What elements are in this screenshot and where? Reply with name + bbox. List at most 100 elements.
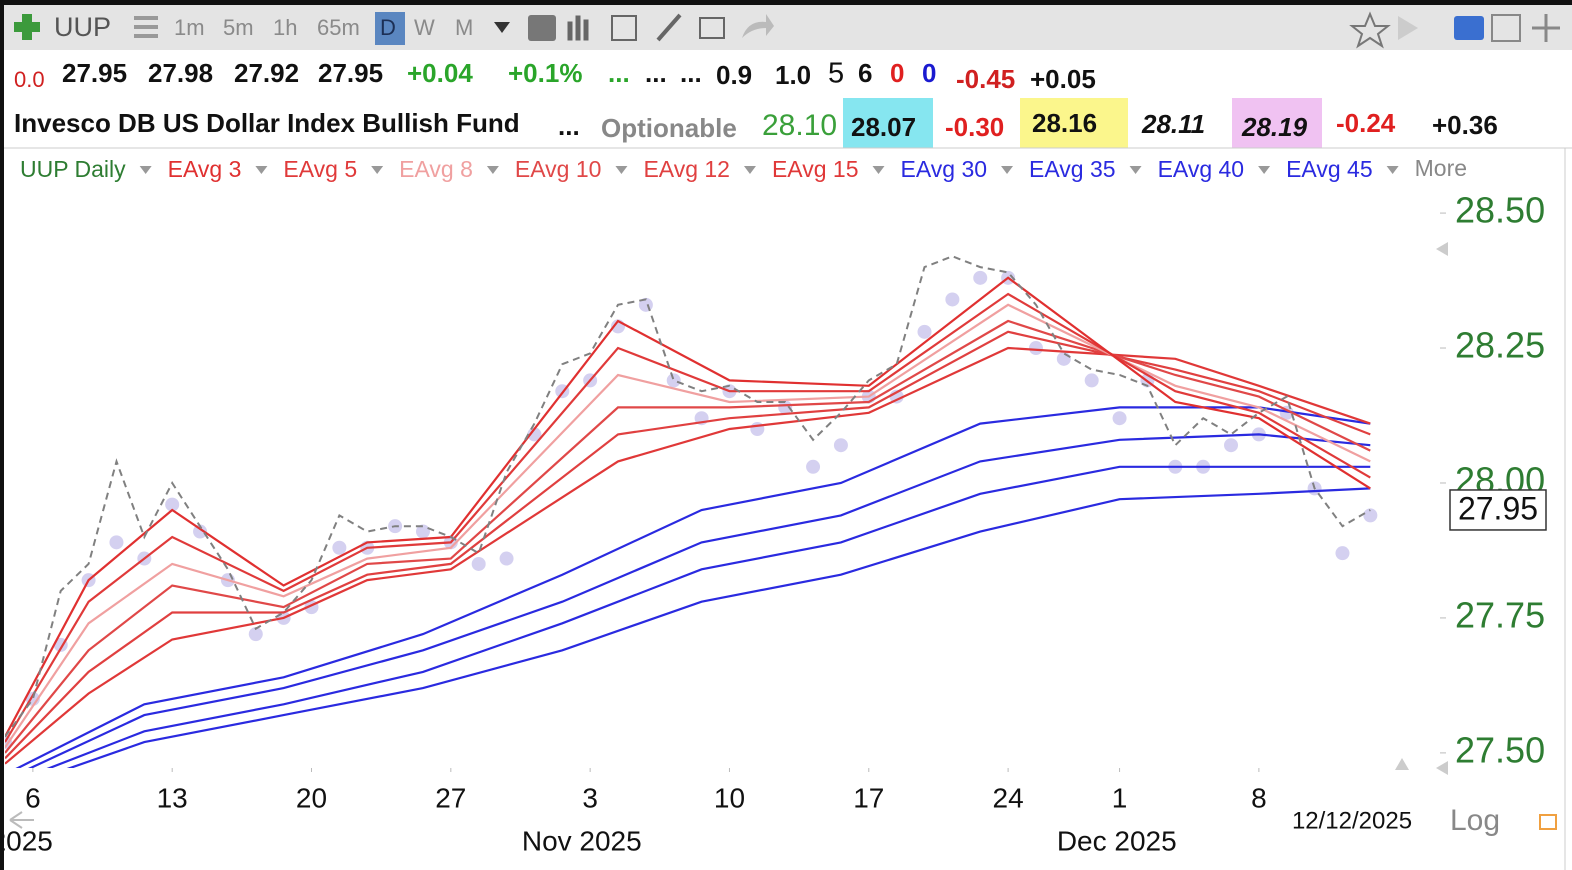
right-icons[interactable] [1349, 11, 1560, 49]
quote-value: 27.92 [234, 58, 299, 88]
quote-value: ... [558, 111, 580, 141]
quote-row-2: Invesco DB US Dollar Index Bullish Fund … [14, 98, 1498, 148]
quote-value: +0.04 [407, 58, 473, 88]
last-price-box [1449, 489, 1547, 531]
add-button[interactable] [14, 14, 40, 40]
price-dot [778, 400, 793, 415]
timeframe[interactable]: 1h [273, 15, 297, 40]
highlight [1020, 98, 1128, 148]
x-tick-label: 1 [1112, 782, 1128, 813]
legend-entry[interactable]: EAvg 35 [1029, 156, 1116, 182]
quote-value: +0.36 [1432, 110, 1498, 140]
x-tick-label: 13 [157, 782, 188, 813]
legend-menu[interactable] [615, 166, 628, 174]
x-tick-label: 27 [435, 782, 466, 813]
quote-value: 1.0 [775, 60, 811, 90]
x-tick-label: 17 [853, 782, 884, 813]
month-label: Dec 2025 [1057, 825, 1177, 856]
quote-value: 27.95 [62, 58, 127, 88]
timeframe[interactable]: 5m [223, 15, 254, 40]
quote-value: 0 [890, 58, 904, 88]
list-icon[interactable] [134, 16, 158, 38]
legend-menu[interactable] [1258, 166, 1271, 174]
date-label: 12/12/2025 [1292, 807, 1412, 834]
quote-value: 0.0 [14, 67, 45, 92]
corner-icon[interactable] [1539, 814, 1557, 830]
legend-menu[interactable] [872, 166, 885, 174]
price-dot [1056, 351, 1071, 366]
instrument-name: Invesco DB US Dollar Index Bullish Fund [14, 108, 520, 138]
optionable: Optionable [601, 113, 737, 143]
x-tick-label: 24 [993, 782, 1024, 813]
legend-entry[interactable]: EAvg 12 [643, 156, 730, 182]
price-dot [973, 270, 988, 285]
legend-menu[interactable] [139, 166, 152, 174]
scroll-marker [1436, 242, 1448, 256]
price-dot [471, 556, 486, 571]
legend-menu[interactable] [1001, 166, 1014, 174]
quote-value: -0.24 [1336, 108, 1396, 138]
quote-value: ... [608, 58, 630, 88]
left-border [0, 0, 4, 870]
quote-value: 6 [858, 58, 872, 88]
price-dot [332, 540, 347, 555]
legend-entry[interactable]: EAvg 15 [772, 156, 859, 182]
timeframe[interactable]: D [380, 15, 396, 40]
pan-icon[interactable] [9, 811, 34, 829]
x-tick-label: 20 [296, 782, 327, 813]
timeframe[interactable]: M [455, 15, 473, 40]
scroll-marker [1436, 761, 1448, 775]
legend-entry[interactable]: EAvg 10 [515, 156, 602, 182]
price-dot [1028, 341, 1043, 356]
legend-menu[interactable] [486, 166, 499, 174]
quote-value: 28.11 [1141, 109, 1205, 139]
legend-entry[interactable]: EAvg 3 [168, 156, 242, 182]
legend-menu[interactable] [255, 166, 268, 174]
quote-value: 28.16 [1032, 108, 1097, 138]
price-dot [1363, 508, 1378, 523]
series-line [15, 406, 1371, 768]
quote-value: 28.19 [1241, 112, 1308, 142]
legend-menu[interactable] [743, 166, 756, 174]
legend: UUP Daily EAvg 3 EAvg 5 EAvg 8 EAvg 10 EAvg 1… [20, 155, 1467, 182]
quote-value: +0.05 [1030, 64, 1096, 94]
quote-value: ... [680, 58, 702, 88]
legend-menu[interactable] [1129, 166, 1142, 174]
y-tick-label: 28.25 [1455, 325, 1545, 366]
price-dot [1224, 438, 1239, 453]
legend-entry[interactable]: EAvg 5 [283, 156, 357, 182]
legend-more[interactable]: More [1415, 155, 1467, 181]
price-dot [109, 535, 124, 550]
legend-entry[interactable]: EAvg 40 [1158, 156, 1245, 182]
series-line [5, 330, 1371, 760]
quote-value: 28.10 [762, 109, 837, 142]
log-toggle[interactable]: Log [1450, 804, 1500, 837]
tool-icons[interactable] [528, 13, 774, 42]
legend-menu[interactable] [1386, 166, 1399, 174]
timeframe[interactable]: 65m [317, 15, 360, 40]
legend-entry[interactable]: EAvg 45 [1286, 156, 1373, 182]
price-dot [1084, 373, 1099, 388]
price-dot [1112, 411, 1127, 426]
legend-entry[interactable]: EAvg 8 [399, 156, 473, 182]
symbol[interactable]: UUP [54, 12, 111, 42]
toolbar [4, 5, 1572, 50]
timeframe[interactable]: 1m [174, 15, 205, 40]
legend-entry[interactable]: EAvg 30 [901, 156, 988, 182]
quote-value: 0 [922, 58, 936, 88]
plot-area [5, 255, 1378, 768]
series-line [46, 465, 1371, 768]
month-label: Nov 2025 [522, 825, 642, 856]
series-line [5, 346, 1371, 765]
legend-menu[interactable] [371, 166, 384, 174]
quote-value: 5 [828, 58, 844, 90]
price-dot [527, 427, 542, 442]
price-dot [248, 627, 263, 642]
timeframe-menu[interactable] [494, 22, 510, 33]
x-tick-label: 3 [582, 782, 598, 813]
legend-entry[interactable]: UUP Daily [20, 156, 126, 182]
timeframe[interactable]: W [414, 15, 435, 40]
quote-value: -0.45 [956, 64, 1015, 94]
price-dot [666, 373, 681, 388]
